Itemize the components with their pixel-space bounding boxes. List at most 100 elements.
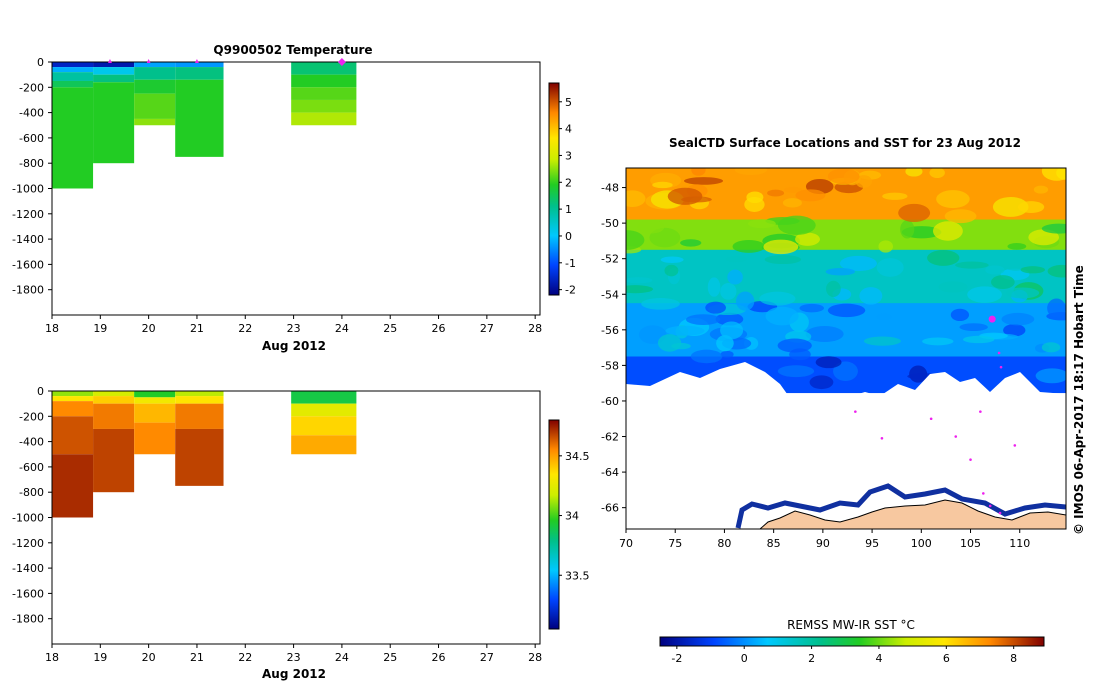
lon-tick-label: 85: [767, 537, 781, 550]
profile-cell: [93, 403, 135, 429]
temperature-profile-markers: [107, 58, 346, 66]
lat-tick-label: -58: [601, 359, 619, 372]
sst-patch: [929, 168, 945, 179]
sst-patch: [795, 189, 826, 202]
sst-patch: [1003, 323, 1026, 337]
seal-track: [854, 351, 1017, 515]
sst-texture: [626, 168, 1066, 397]
sst-patch: [725, 255, 747, 263]
profile-cell: [52, 67, 94, 73]
sst-patch: [681, 196, 712, 203]
sst-patch: [933, 221, 963, 241]
y-tick-label: -1000: [12, 512, 44, 525]
y-tick-label: -600: [19, 461, 44, 474]
sst-patch: [882, 192, 908, 200]
y-tick-label: -1400: [12, 562, 44, 575]
track-point: [880, 437, 884, 440]
sst-patch: [876, 258, 904, 277]
colorbar-tick-label: -2: [565, 284, 576, 297]
profile-cell: [93, 62, 135, 68]
x-tick-label: 26: [432, 651, 446, 664]
track-point: [854, 410, 857, 413]
sst-patch: [809, 375, 834, 390]
sst-patch: [900, 220, 915, 239]
y-tick-label: -600: [19, 132, 44, 145]
sst-colorbar-tick-label: 8: [1010, 652, 1017, 665]
sst-patch: [720, 282, 737, 300]
colorbar-tick-label: 34: [565, 510, 579, 523]
profile-cell: [93, 396, 135, 404]
sst-patch: [705, 301, 726, 314]
temperature-title: Q9900502 Temperature: [213, 43, 372, 57]
sst-patch: [855, 175, 872, 188]
salinity-x-axis: 18 19 20 21 22 23 24 25 26 27 28: [45, 644, 542, 664]
profile-cell: [52, 416, 94, 455]
profile-cell: [134, 391, 176, 398]
sst-patch: [795, 232, 820, 246]
profile-cell: [93, 428, 135, 493]
sst-patch: [727, 269, 743, 285]
sst-patch: [765, 306, 799, 326]
sst-patch: [905, 168, 923, 177]
x-tick-label: 20: [142, 651, 156, 664]
x-tick-label: 20: [142, 322, 156, 335]
y-tick-label: -400: [19, 436, 44, 449]
sst-patch: [764, 255, 802, 265]
sst-patch: [1020, 266, 1045, 274]
sst-patch: [626, 230, 645, 250]
profile-cell: [52, 391, 94, 397]
x-tick-label: 28: [528, 651, 542, 664]
sst-patch: [734, 168, 768, 176]
profile-cell: [134, 397, 176, 404]
profile-cell: [52, 80, 94, 88]
sst-patch: [827, 168, 860, 185]
sst-patch: [777, 365, 815, 378]
profile-cell: [175, 67, 224, 80]
profile-cell: [291, 112, 357, 126]
colorbar-tick-label: 2: [565, 176, 572, 189]
temperature-x-label: Aug 2012: [262, 339, 326, 353]
colorbar-tick-label: 3: [565, 149, 572, 162]
profile-cell: [134, 62, 176, 68]
sst-patch: [959, 323, 988, 332]
x-tick-label: 24: [335, 322, 349, 335]
track-point: [969, 458, 972, 461]
x-tick-label: 22: [238, 322, 252, 335]
lon-tick-label: 90: [816, 537, 830, 550]
sst-patch: [898, 203, 931, 223]
sst-patch: [876, 313, 892, 320]
colorbar-tick-label: 1: [565, 203, 572, 216]
track-point: [999, 365, 1003, 369]
sst-patch: [825, 268, 856, 276]
y-tick-label: -1600: [12, 258, 44, 271]
sst-patch: [783, 186, 803, 193]
sst-patch: [744, 196, 765, 212]
y-tick-label: -1800: [12, 284, 44, 297]
y-tick-label: 0: [37, 56, 44, 69]
sst-patch: [1047, 264, 1066, 278]
lon-tick-label: 75: [668, 537, 682, 550]
map-colorbar-ticks: -2 0 2 4 6 8: [671, 646, 1017, 665]
y-tick-label: -400: [19, 107, 44, 120]
lat-tick-label: -54: [601, 288, 619, 301]
salinity-colorbar: [548, 419, 560, 630]
salinity-colorbar-ticks: 34.5 34 33.5: [559, 450, 590, 582]
x-tick-label: 23: [287, 322, 301, 335]
sst-patch: [747, 219, 776, 229]
sst-patch: [683, 177, 724, 185]
sst-patch: [782, 198, 802, 208]
profile-cell: [291, 62, 357, 75]
sst-patch: [936, 190, 970, 209]
sst-patch: [985, 265, 1005, 275]
x-tick-label: 27: [480, 322, 494, 335]
sst-patch: [833, 361, 858, 382]
lon-tick-label: 100: [911, 537, 932, 550]
sst-patch: [826, 280, 841, 297]
colorbar-tick-label: 5: [565, 96, 572, 109]
track-point: [929, 417, 933, 421]
temperature-panel: Q9900502 Temperature 0 -200 -400 -600 -800 -1…: [12, 43, 576, 353]
profile-cell: [175, 79, 224, 157]
salinity-profiles: [52, 391, 357, 518]
sst-map-panel: SealCTD Surface Locations and SST for 23…: [601, 136, 1086, 665]
sst-patch: [990, 275, 1015, 290]
